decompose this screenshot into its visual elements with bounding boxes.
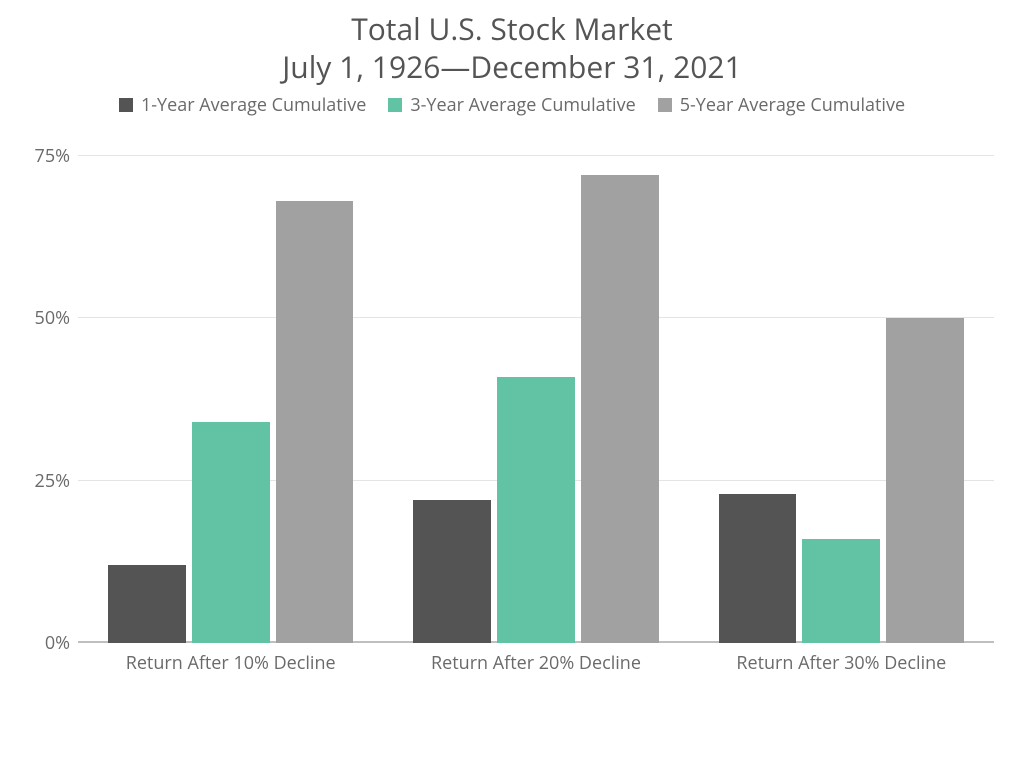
bar <box>802 539 880 643</box>
bar <box>276 201 354 643</box>
x-category-label: Return After 20% Decline <box>383 643 688 683</box>
legend-label: 3-Year Average Cumulative <box>410 93 635 117</box>
y-tick-label: 25% <box>35 469 70 493</box>
legend-item: 3-Year Average Cumulative <box>388 93 635 117</box>
legend-label: 1-Year Average Cumulative <box>141 93 366 117</box>
legend: 1-Year Average Cumulative 3-Year Average … <box>20 93 1004 117</box>
bar <box>581 175 659 643</box>
bar-group <box>689 123 994 643</box>
chart-container: Total U.S. Stock Market July 1, 1926—Dec… <box>0 0 1024 768</box>
y-tick-label: 75% <box>35 144 70 168</box>
plot-area: 0%25%50%75% Return After 10% DeclineRetu… <box>20 123 1004 683</box>
y-tick-label: 50% <box>35 306 70 330</box>
bar <box>108 565 186 643</box>
y-axis: 0% 25% 50% 75% <box>20 123 78 683</box>
bar <box>413 500 491 643</box>
chart-title: Total U.S. Stock Market July 1, 1926—Dec… <box>20 10 1004 85</box>
bar-group <box>383 123 688 643</box>
x-axis: Return After 10% DeclineReturn After 20%… <box>78 643 994 683</box>
x-category-label: Return After 30% Decline <box>689 643 994 683</box>
chart-title-line1: Total U.S. Stock Market <box>351 8 673 49</box>
bar <box>719 494 797 644</box>
legend-item: 1-Year Average Cumulative <box>119 93 366 117</box>
x-category-label: Return After 10% Decline <box>78 643 383 683</box>
bar <box>192 422 270 643</box>
bar <box>497 377 575 644</box>
chart-title-line2: July 1, 1926—December 31, 2021 <box>282 46 742 87</box>
bars-area <box>78 123 994 643</box>
legend-item: 5-Year Average Cumulative <box>658 93 905 117</box>
legend-swatch <box>119 98 133 112</box>
y-tick-label: 0% <box>45 631 70 655</box>
legend-swatch <box>658 98 672 112</box>
bar-group <box>78 123 383 643</box>
bar <box>886 318 964 643</box>
legend-swatch <box>388 98 402 112</box>
legend-label: 5-Year Average Cumulative <box>680 93 905 117</box>
